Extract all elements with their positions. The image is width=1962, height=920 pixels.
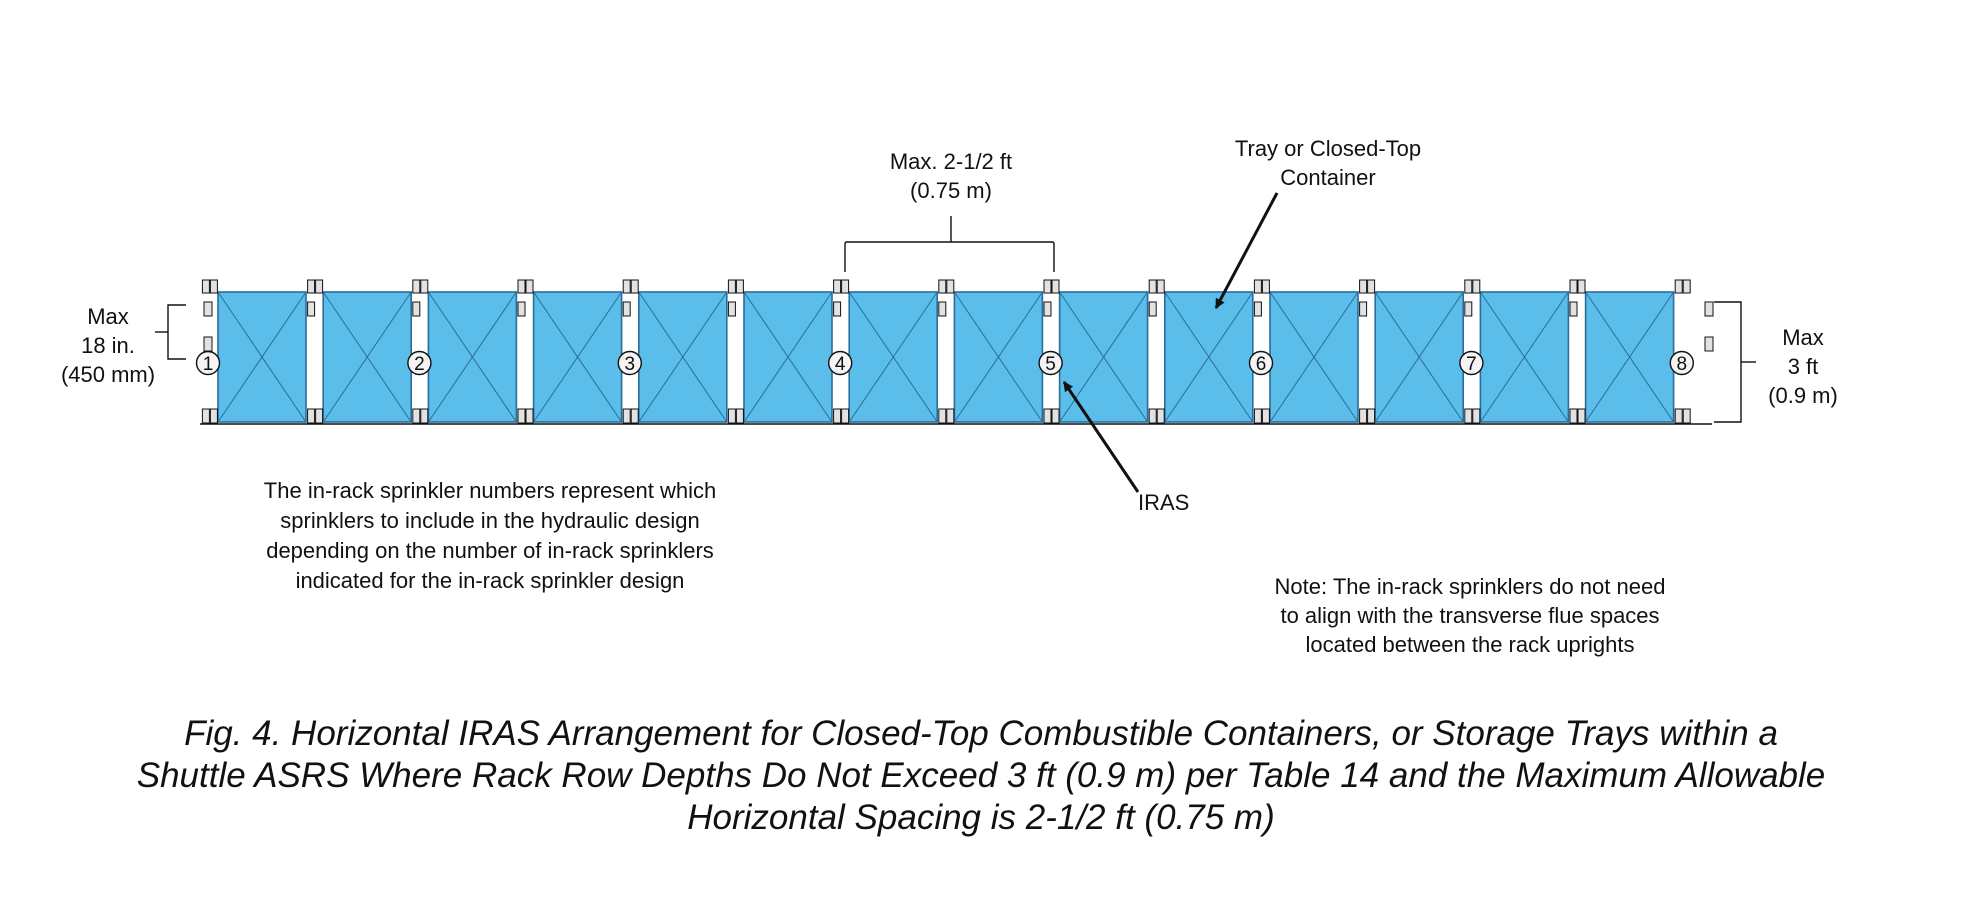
caption-line: Shuttle ASRS Where Rack Row Depths Do No… [136,756,1826,795]
rack-upright [1359,279,1368,424]
in-rack-sprinkler: 1 [195,350,221,376]
side-block [517,301,526,317]
end-bracket [1704,336,1714,352]
figure-caption: Fig. 4. Horizontal IRAS Arrangement for … [0,713,1962,839]
sprinkler-number: 5 [1045,354,1056,375]
side-block [1569,301,1578,317]
storage-container [637,291,728,423]
rack-upright [1156,279,1165,424]
side-block [1464,301,1473,317]
iras-label: IRAS [1138,490,1190,515]
storage-container [848,291,939,423]
left-dimension-bracket [167,304,186,360]
rack-upright [1051,279,1060,424]
sprinkler-group: 1 2 3 4 5 6 7 8 [195,350,1695,376]
iras-arrow [1062,381,1140,493]
sprinkler-number: 4 [835,354,846,375]
alignment-note: Note: The in-rack sprinklers do not need… [1274,574,1666,657]
rack-upright [517,279,526,424]
side-block [1148,301,1157,317]
rack-upright [1569,279,1578,424]
in-rack-sprinkler: 4 [828,350,853,376]
in-rack-sprinkler: 3 [617,350,642,376]
rack-upright [1148,279,1157,424]
sprinkler-number: 1 [203,354,214,375]
side-block [412,301,421,317]
upright-group [200,279,1714,425]
sprinkler-number: 2 [414,354,425,375]
right-dimension-label: Max 3 ft (0.9 m) [1768,325,1838,408]
side-block [938,301,947,317]
side-block [833,301,842,317]
container-group [217,291,1675,423]
spacing-bracket [844,241,1055,272]
rack-upright [209,279,218,424]
rack-upright [1367,279,1376,424]
rack-upright [727,279,736,424]
in-rack-sprinkler: 7 [1459,350,1484,376]
rack-upright [833,279,842,424]
side-block [1359,301,1368,317]
rack-upright [307,279,316,424]
sprinkler-number: 6 [1256,354,1267,375]
sprinkler-number: 3 [625,354,636,375]
side-block [727,301,736,317]
rack-upright [1043,279,1052,424]
rack-upright [315,279,324,424]
tray-container-label: Tray or Closed-Top Container [1234,136,1422,190]
in-rack-sprinkler: 6 [1248,350,1274,376]
storage-container [322,291,413,423]
rack-upright [841,279,850,424]
storage-container [1058,291,1149,423]
sprinkler-number: 8 [1677,354,1688,375]
end-bracket [203,336,213,352]
right-dimension-bracket [1714,301,1742,423]
storage-container [1479,291,1570,423]
storage-container [1164,291,1254,423]
rack-upright [1253,279,1262,424]
in-rack-sprinkler: 5 [1038,350,1063,376]
rack-upright [420,279,429,424]
max-spacing-label: Max. 2-1/2 ft (0.75 m) [889,149,1013,203]
left-dimension-label: Max 18 in. (450 mm) [60,304,156,387]
sprinkler-number: 7 [1466,354,1477,375]
rack-upright [938,279,947,424]
storage-container [217,291,307,423]
rack-upright [1261,279,1270,424]
in-rack-sprinkler: 2 [407,350,432,376]
rack-upright [201,279,210,424]
annotation-group [155,192,1756,493]
rack-upright [735,279,744,424]
rack-upright [1674,279,1683,424]
caption-line: Horizontal Spacing is 2-1/2 ft (0.75 m) [687,798,1275,837]
rack-upright [412,279,421,424]
rack-upright [1464,279,1473,424]
storage-container [1269,291,1359,423]
storage-container [953,291,1044,423]
storage-container [743,291,833,423]
caption-line: Fig. 4. Horizontal IRAS Arrangement for … [184,714,1778,753]
rack-upright [1682,279,1691,424]
storage-container [1374,291,1464,423]
rack-upright [946,279,955,424]
storage-container [532,291,623,423]
side-block [622,301,631,317]
end-bracket [203,301,213,317]
end-bracket [1704,301,1714,317]
rack-upright [1472,279,1481,424]
rack-upright [1577,279,1586,424]
side-block [307,301,316,317]
in-rack-sprinkler: 8 [1669,350,1695,376]
side-block [1043,301,1052,317]
rack-upright [630,279,639,424]
sprinkler-numbers-note: The in-rack sprinkler numbers represent … [263,478,717,593]
storage-container [427,291,518,423]
rack-upright [622,279,631,424]
tray-arrow [1214,192,1279,309]
storage-container [1584,291,1675,423]
rack-upright [525,279,534,424]
side-block [1253,301,1262,317]
